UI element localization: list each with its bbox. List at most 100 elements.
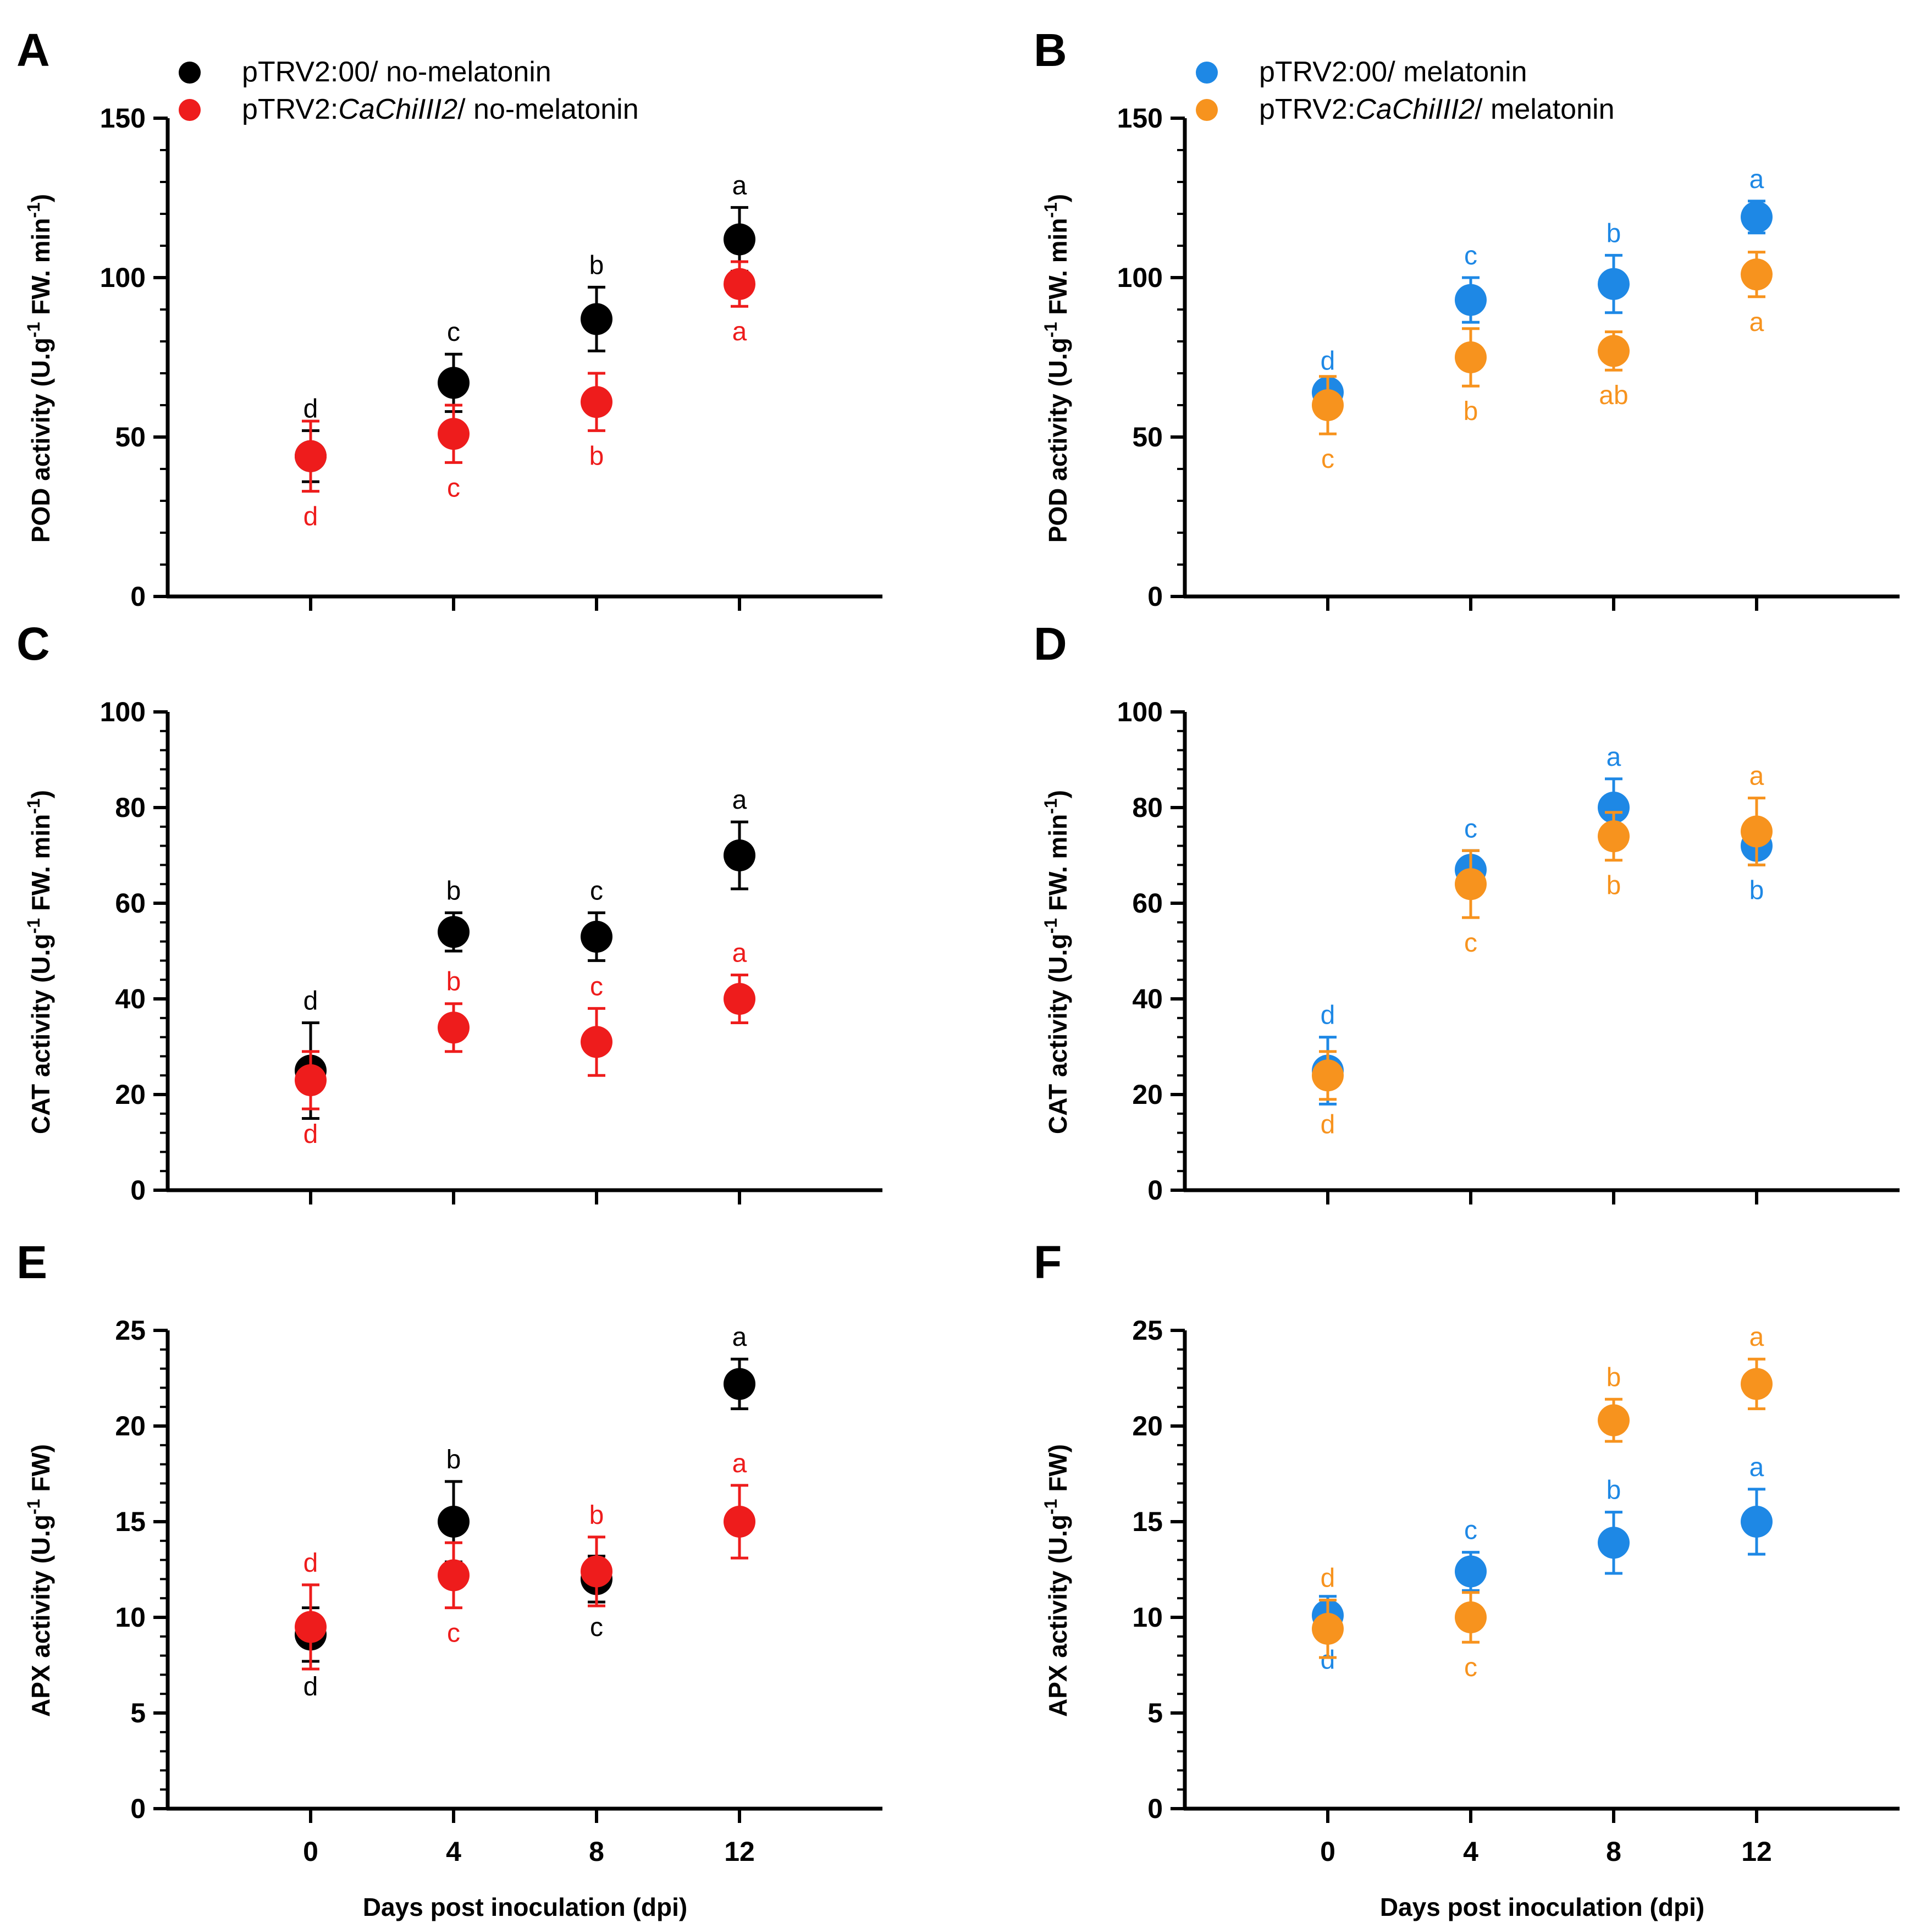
x-tick-label: 8 [1606,1836,1621,1867]
significance-letter: d [303,1672,318,1701]
y-tick-label: 80 [1132,792,1163,823]
y-tick-label: 40 [115,983,146,1014]
y-tick-label: 25 [1132,1315,1163,1346]
y-title-superscript: -1 [24,798,43,814]
significance-letter: b [589,251,604,280]
y-title-mid: FW) [1044,1444,1072,1499]
data-point [1598,792,1630,824]
significance-letter: d [303,1549,318,1578]
legend-entry: pTRV2:00/ melatonin [1259,56,1527,88]
significance-letter: b [1607,1476,1621,1505]
legend-marker [1196,62,1218,84]
panel-letter: B [1034,24,1067,76]
y-tick-label: 0 [1147,1793,1163,1824]
y-tick-label: 50 [115,422,146,452]
significance-letter: d [303,394,318,423]
y-tick-label: 40 [1132,983,1163,1014]
data-point [295,440,327,472]
data-point [295,1611,327,1643]
y-tick-label: 100 [1117,697,1163,727]
data-point [1312,1059,1344,1092]
data-point [1455,341,1487,373]
data-point [1455,284,1487,316]
significance-letter: b [1464,397,1478,426]
significance-letter: b [1749,876,1764,905]
legend-text-part: pTRV2: [242,93,338,125]
legend-text-part: pTRV2: [1259,93,1355,125]
significance-letter: a [732,939,747,968]
legend-text-part: / melatonin [1475,93,1614,125]
legend-text-part: / no-melatonin [457,93,639,125]
significance-letter: a [732,1449,747,1478]
significance-letter: a [732,317,747,346]
data-point [724,223,755,256]
data-point [1455,1601,1487,1633]
y-title-end: ) [26,194,55,202]
y-tick-label: 10 [115,1602,146,1633]
y-tick-label: 15 [115,1506,146,1537]
y-axis-title: CAT activity (U.g-1 FW. min-1) [24,790,55,1134]
data-point [724,1368,755,1400]
data-point [1598,820,1630,853]
data-point [1598,335,1630,367]
data-point [581,1555,612,1588]
y-title-end: ) [26,790,55,798]
y-title-superscript: -1 [24,1499,43,1515]
y-title-superscript: -1 [1041,1499,1061,1515]
data-point [724,1506,755,1538]
data-point [1741,258,1773,291]
legend-text-part: CaChiIII2 [338,93,457,125]
y-tick-label: 100 [1117,262,1163,293]
y-tick-label: 60 [1132,888,1163,919]
y-title-main: CAT activity (U.g [1044,933,1072,1134]
y-title-main: APX activity (U.g [26,1515,55,1717]
data-point [1312,1612,1344,1645]
data-point [1741,1506,1773,1538]
x-tick-label: 4 [446,1836,461,1867]
significance-letter: c [1464,814,1477,843]
y-tick-label: 25 [115,1315,146,1346]
y-tick-label: 80 [115,792,146,823]
significance-letter: c [447,318,460,347]
y-title-superscript: -1 [1041,798,1061,814]
y-title-main: APX activity (U.g [1044,1515,1072,1717]
significance-letter: a [732,1323,747,1352]
y-title-main: POD activity (U.g [26,338,55,543]
x-tick-label: 4 [1463,1836,1478,1867]
y-tick-label: 100 [100,262,146,293]
y-tick-label: 5 [130,1698,146,1728]
y-title-superscript: -1 [1041,918,1061,933]
significance-letter: b [1607,871,1621,900]
y-tick-label: 60 [115,888,146,919]
significance-letter: ab [1599,381,1628,410]
data-point [581,920,612,953]
significance-letter: a [1749,165,1764,194]
significance-letter: d [1321,1564,1335,1593]
significance-letter: d [1321,1001,1335,1030]
panel-letter: F [1034,1236,1062,1288]
y-tick-label: 20 [1132,1411,1163,1441]
x-axis-title: Days post inoculation (dpi) [1380,1893,1704,1921]
data-point [1741,815,1773,848]
significance-letter: b [589,441,604,471]
significance-letter: c [1464,241,1477,270]
y-axis-title: APX activity (U.g-1 FW) [1041,1444,1072,1717]
significance-letter: c [1464,1516,1477,1545]
x-tick-label: 0 [303,1836,318,1867]
significance-letter: d [1321,346,1335,375]
data-point [1598,1527,1630,1559]
y-title-mid: FW. min [26,814,55,918]
x-tick-label: 12 [1741,1836,1772,1867]
y-axis-title: POD activity (U.g-1 FW. min-1) [1041,194,1072,543]
data-point [1455,1555,1487,1588]
x-tick-label: 0 [1320,1836,1335,1867]
y-tick-label: 0 [1147,581,1163,612]
panel-letter: A [16,24,50,76]
y-axis-title: POD activity (U.g-1 FW. min-1) [24,194,55,543]
y-tick-label: 5 [1147,1698,1163,1728]
legend-marker [1196,99,1218,121]
significance-letter: d [303,1120,318,1149]
y-title-superscript: -1 [24,322,43,338]
